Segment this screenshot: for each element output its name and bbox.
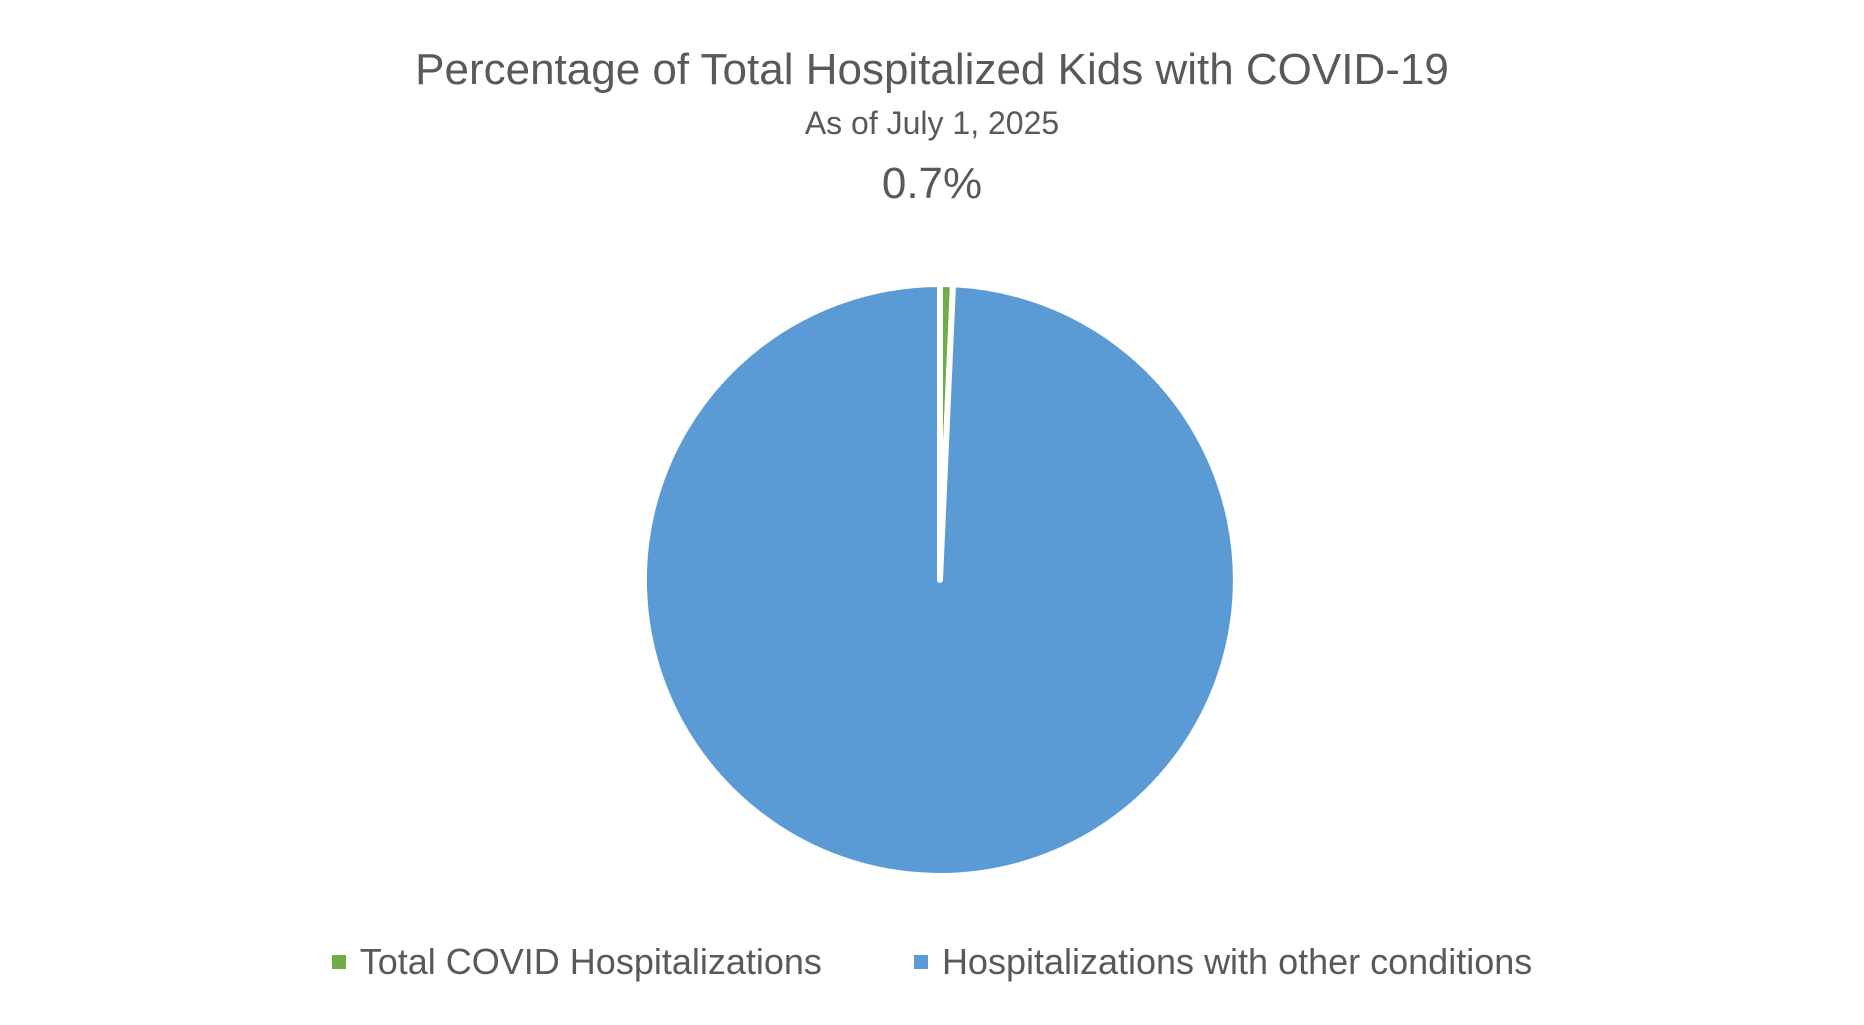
legend-swatch-covid xyxy=(331,955,346,969)
legend-item-covid: Total COVID Hospitalizations xyxy=(331,940,822,984)
legend: Total COVID Hospitalizations Hospitaliza… xyxy=(0,940,1864,984)
legend-item-other: Hospitalizations with other conditions xyxy=(913,940,1533,984)
pie-slice-other xyxy=(640,281,1239,879)
chart-title: Percentage of Total Hospitalized Kids wi… xyxy=(415,45,1449,94)
legend-label-other: Hospitalizations with other conditions xyxy=(941,941,1533,982)
legend-label-covid: Total COVID Hospitalizations xyxy=(359,941,822,982)
legend-swatch-other xyxy=(913,955,928,969)
headline-percentage: 0.7% xyxy=(881,159,983,208)
chart-subtitle: As of July 1, 2025 xyxy=(804,105,1060,141)
